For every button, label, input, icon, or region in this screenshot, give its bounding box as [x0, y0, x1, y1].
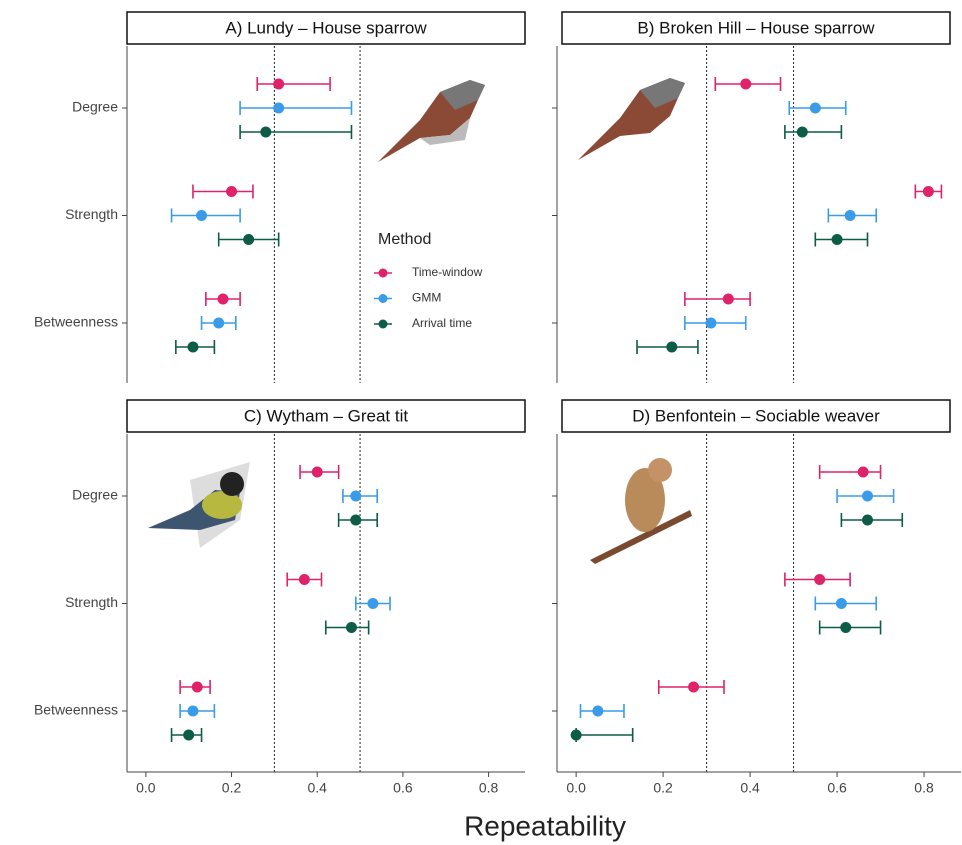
point — [592, 705, 604, 717]
legend-point — [378, 294, 388, 303]
point — [831, 234, 843, 245]
bird-d — [590, 458, 692, 564]
point — [183, 729, 195, 741]
error-bar — [575, 728, 634, 742]
y-tick-label: Betweenness — [34, 314, 118, 330]
point — [243, 234, 255, 245]
y-tick-label: Degree — [72, 99, 118, 115]
point — [345, 622, 357, 633]
strip — [126, 399, 526, 433]
point — [350, 490, 362, 502]
strip — [561, 399, 951, 433]
point — [688, 681, 700, 693]
x-axis-title: Repeatability — [464, 810, 626, 841]
panel-title: D) Benfontein – Sociable weaver — [632, 406, 880, 425]
point — [722, 293, 734, 305]
point — [666, 341, 678, 353]
legend-title: Method — [378, 231, 431, 248]
point — [844, 210, 856, 221]
x-tick-label: 0.2 — [222, 780, 242, 796]
point — [367, 598, 379, 609]
error-bar — [192, 184, 254, 199]
point — [862, 490, 874, 502]
error-bar — [239, 101, 353, 115]
y-tick-label: Betweenness — [34, 702, 118, 718]
x-tick-label: 0.6 — [827, 780, 847, 796]
legend-label: GMM — [412, 291, 441, 305]
point — [273, 78, 285, 90]
panel-title: C) Wytham – Great tit — [244, 406, 408, 425]
point — [273, 102, 285, 114]
x-tick-label: 0.0 — [566, 780, 586, 796]
error-bar — [256, 77, 331, 91]
y-tick-label: Strength — [65, 206, 118, 222]
error-bar — [818, 465, 882, 479]
x-tick-label: 0.8 — [914, 780, 934, 796]
x-tick-label: 0.2 — [653, 780, 673, 796]
point — [705, 317, 717, 329]
x-tick-label: 0.8 — [479, 780, 499, 796]
panel-title: B) Broken Hill – House sparrow — [637, 18, 875, 37]
point — [740, 78, 752, 90]
strip — [126, 11, 526, 45]
point — [187, 341, 199, 353]
legend-label: Arrival time — [412, 316, 472, 330]
point — [213, 317, 225, 329]
point — [311, 466, 323, 478]
y-tick-label: Strength — [65, 594, 118, 610]
y-tick-label: Degree — [72, 487, 118, 503]
x-tick-label: 0.4 — [740, 780, 760, 796]
error-bar — [684, 292, 751, 306]
point — [814, 574, 826, 585]
point — [260, 126, 272, 138]
point — [196, 210, 208, 221]
x-tick-label: 0.6 — [393, 780, 413, 796]
point — [840, 622, 852, 633]
strip — [561, 11, 951, 45]
point — [922, 186, 934, 197]
legend-point — [378, 319, 388, 329]
point — [191, 681, 203, 693]
point — [298, 574, 310, 585]
legend-point — [378, 268, 388, 278]
point — [862, 514, 874, 526]
legend-label: Time-window — [412, 265, 483, 279]
point — [350, 514, 362, 526]
point — [570, 729, 582, 741]
x-tick-label: 0.0 — [136, 780, 156, 796]
panel-title: A) Lundy – House sparrow — [225, 18, 427, 37]
point — [226, 186, 238, 197]
point — [857, 466, 869, 478]
x-tick-label: 0.4 — [307, 780, 327, 796]
point — [187, 705, 199, 717]
point — [796, 126, 808, 138]
point — [835, 598, 847, 609]
point — [217, 293, 229, 305]
point — [809, 102, 821, 114]
bird-c — [148, 462, 250, 548]
bird-b — [578, 78, 685, 160]
error-bar — [239, 125, 353, 139]
error-bar — [784, 125, 843, 139]
bird-a — [378, 80, 485, 162]
